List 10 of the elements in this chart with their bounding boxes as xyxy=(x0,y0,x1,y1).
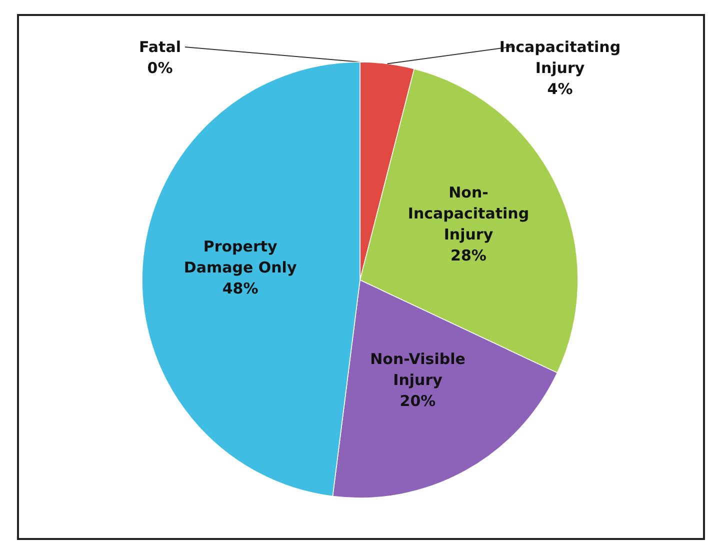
data-label: 20% xyxy=(400,392,436,410)
text: 0% xyxy=(147,59,173,77)
slice-label: Non-Incapacitating Injury xyxy=(408,183,530,244)
data-label: 4% xyxy=(547,80,573,98)
slice-label: Non-Visible Injury xyxy=(370,350,466,390)
slice-label: Incapacitating Injury xyxy=(499,38,621,77)
data-label: 48% xyxy=(222,279,258,298)
data-label: 28% xyxy=(450,246,486,264)
category-label: Fatal xyxy=(139,38,181,56)
slice-label: Property Damage Only xyxy=(184,237,297,276)
